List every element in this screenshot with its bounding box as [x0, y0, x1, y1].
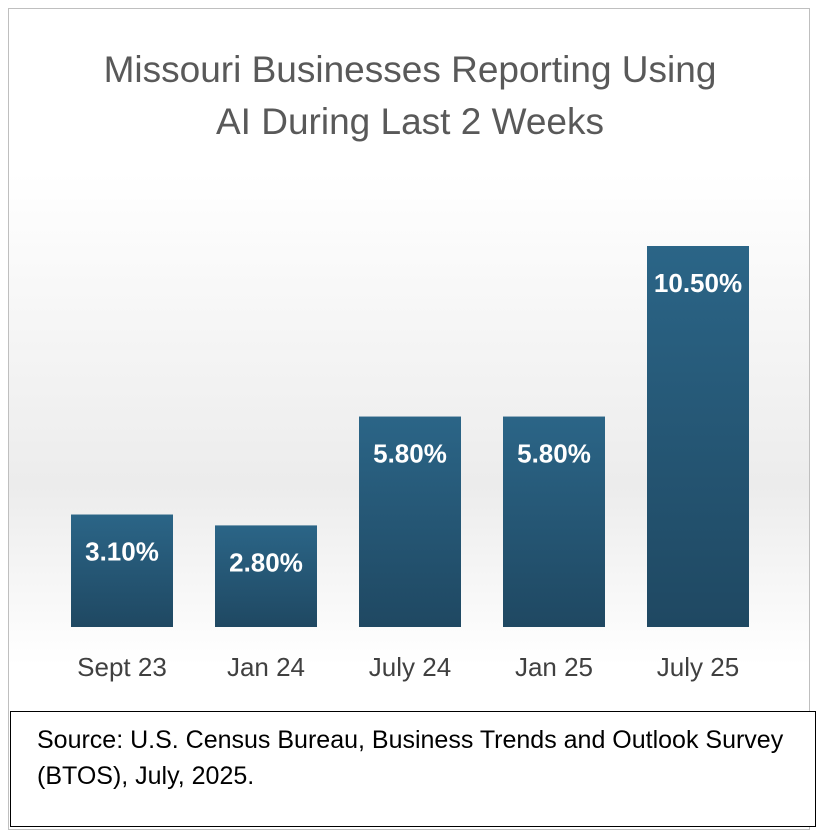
bar	[359, 416, 461, 627]
bar	[503, 416, 605, 627]
bar	[647, 246, 749, 627]
data-label: 2.80%	[229, 547, 303, 577]
bar	[215, 525, 317, 627]
x-tick-label: Jan 25	[515, 652, 593, 682]
chart-title: Missouri Businesses Reporting Using AI D…	[103, 49, 717, 142]
data-label: 5.80%	[517, 438, 591, 468]
data-label: 5.80%	[373, 438, 447, 468]
x-tick-label: Jan 24	[227, 652, 305, 682]
bar	[71, 514, 173, 627]
data-label: 10.50%	[654, 268, 742, 298]
data-label: 3.10%	[85, 536, 159, 566]
x-tick-label: Sept 23	[77, 652, 167, 682]
source-note: Source: U.S. Census Bureau, Business Tre…	[10, 711, 816, 827]
x-tick-label: July 25	[657, 652, 739, 682]
x-tick-label: July 24	[369, 652, 451, 682]
